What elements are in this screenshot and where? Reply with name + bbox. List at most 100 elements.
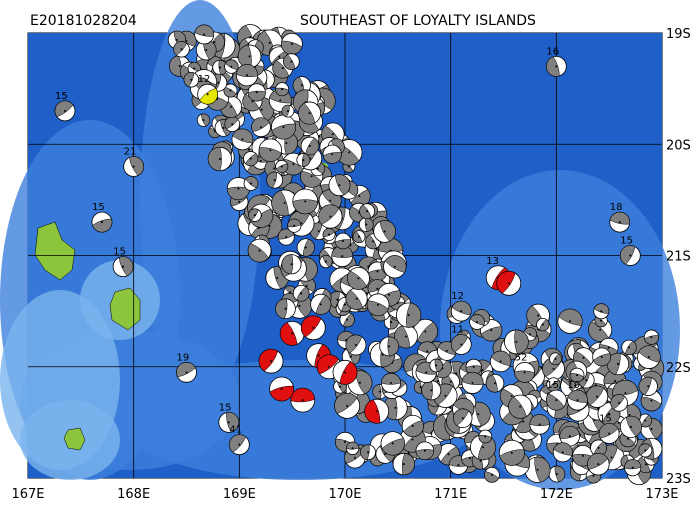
p-axis-dot: [391, 442, 394, 445]
p-axis-dot: [268, 41, 271, 44]
p-axis-dot: [481, 369, 484, 372]
p-axis-dot: [310, 175, 313, 178]
p-axis-dot: [63, 109, 66, 112]
p-axis-dot: [253, 214, 256, 217]
p-axis-dot: [338, 184, 341, 187]
compressional-quadrant: [229, 434, 247, 453]
mechanism-background: [529, 414, 550, 435]
p-axis-dot: [457, 464, 460, 467]
compressional-quadrant: [384, 255, 407, 273]
compressional-quadrant: [593, 303, 610, 314]
p-axis-dot: [343, 303, 346, 306]
p-axis-dot: [569, 320, 572, 323]
compressional-quadrant: [352, 231, 363, 243]
mechanism-background: [275, 159, 289, 173]
p-axis-dot: [132, 165, 135, 168]
compressional-quadrant: [508, 396, 527, 419]
compressional-quadrant: [232, 128, 254, 144]
compressional-quadrant: [199, 87, 218, 105]
compressional-quadrant: [547, 379, 561, 392]
compressional-quadrant: [638, 345, 661, 363]
p-axis-dot: [284, 307, 287, 310]
compressional-quadrant: [394, 325, 410, 349]
p-axis-dot: [341, 255, 344, 258]
mechanism-background: [235, 64, 259, 87]
p-axis-dot: [202, 119, 205, 122]
compressional-quadrant: [272, 60, 290, 79]
p-axis-dot: [628, 346, 631, 349]
latitude-labels: 19S 20S 21S 22S 23S: [666, 27, 691, 487]
p-axis-dot: [291, 332, 294, 335]
p-axis-dot: [472, 365, 475, 368]
p-axis-dot: [493, 382, 496, 385]
p-axis-dot: [185, 371, 188, 374]
p-axis-dot: [476, 320, 479, 323]
p-axis-dot: [538, 423, 541, 426]
lon-label: 169E: [223, 487, 256, 502]
p-axis-dot: [650, 428, 653, 431]
compressional-quadrant: [612, 380, 639, 396]
p-axis-dot: [537, 314, 540, 317]
mechanism-background: [345, 287, 368, 310]
p-axis-dot: [218, 158, 221, 161]
p-axis-dot: [419, 386, 422, 389]
mechanism-background: [275, 82, 290, 97]
p-axis-dot: [523, 371, 526, 374]
mechanism-background: [619, 415, 643, 438]
lat-label: 19S: [666, 27, 691, 42]
mechanism-background: [469, 314, 485, 330]
mechanism-background: [536, 317, 550, 332]
p-axis-dot: [599, 328, 602, 331]
p-axis-dot: [479, 459, 482, 462]
focal-mechanism: 16: [545, 46, 567, 77]
compressional-quadrant: [546, 393, 565, 411]
compressional-quadrant: [453, 408, 469, 426]
compressional-quadrant: [226, 412, 240, 433]
p-axis-dot: [355, 297, 358, 300]
lon-label: 171E: [434, 487, 467, 502]
compressional-quadrant: [499, 449, 525, 466]
p-axis-dot: [388, 293, 391, 296]
p-axis-dot: [365, 223, 368, 226]
p-axis-dot: [219, 66, 222, 69]
p-axis-dot: [285, 142, 288, 145]
p-axis-dot: [175, 38, 178, 41]
mechanism-background: [478, 429, 493, 444]
mechanism-background: [380, 431, 405, 456]
p-axis-dot: [367, 451, 370, 454]
compressional-quadrant: [301, 315, 322, 338]
p-axis-dot: [227, 421, 230, 424]
compressional-quadrant: [224, 116, 239, 130]
mechanism-background: [243, 176, 259, 191]
p-axis-dot: [519, 405, 522, 408]
p-axis-dot: [293, 224, 296, 227]
depth-label: 18: [610, 202, 623, 213]
compressional-quadrant: [269, 385, 294, 402]
p-axis-dot: [460, 343, 463, 346]
p-axis-dot: [402, 463, 405, 466]
p-axis-dot: [336, 298, 339, 301]
p-axis-dot: [285, 236, 288, 239]
depth-label: 11: [451, 325, 464, 336]
compressional-quadrant: [381, 373, 401, 385]
p-axis-dot: [607, 346, 610, 349]
mechanism-background: [300, 136, 320, 156]
p-axis-dot: [298, 304, 301, 307]
p-axis-dot: [618, 401, 621, 404]
p-axis-dot: [331, 133, 334, 136]
compressional-quadrant: [176, 362, 196, 378]
compressional-quadrant: [346, 441, 360, 450]
p-axis-dot: [248, 55, 251, 58]
p-axis-dot: [283, 201, 286, 204]
compressional-quadrant: [248, 208, 259, 221]
compressional-quadrant: [345, 289, 363, 310]
compressional-quadrant: [296, 286, 310, 302]
p-axis-dot: [290, 263, 293, 266]
compressional-quadrant: [364, 399, 381, 424]
p-axis-dot: [426, 350, 429, 353]
mechanism-background: [569, 367, 585, 383]
compressional-quadrant: [292, 199, 318, 215]
p-axis-dot: [353, 456, 356, 459]
mechanism-background: [643, 329, 660, 345]
